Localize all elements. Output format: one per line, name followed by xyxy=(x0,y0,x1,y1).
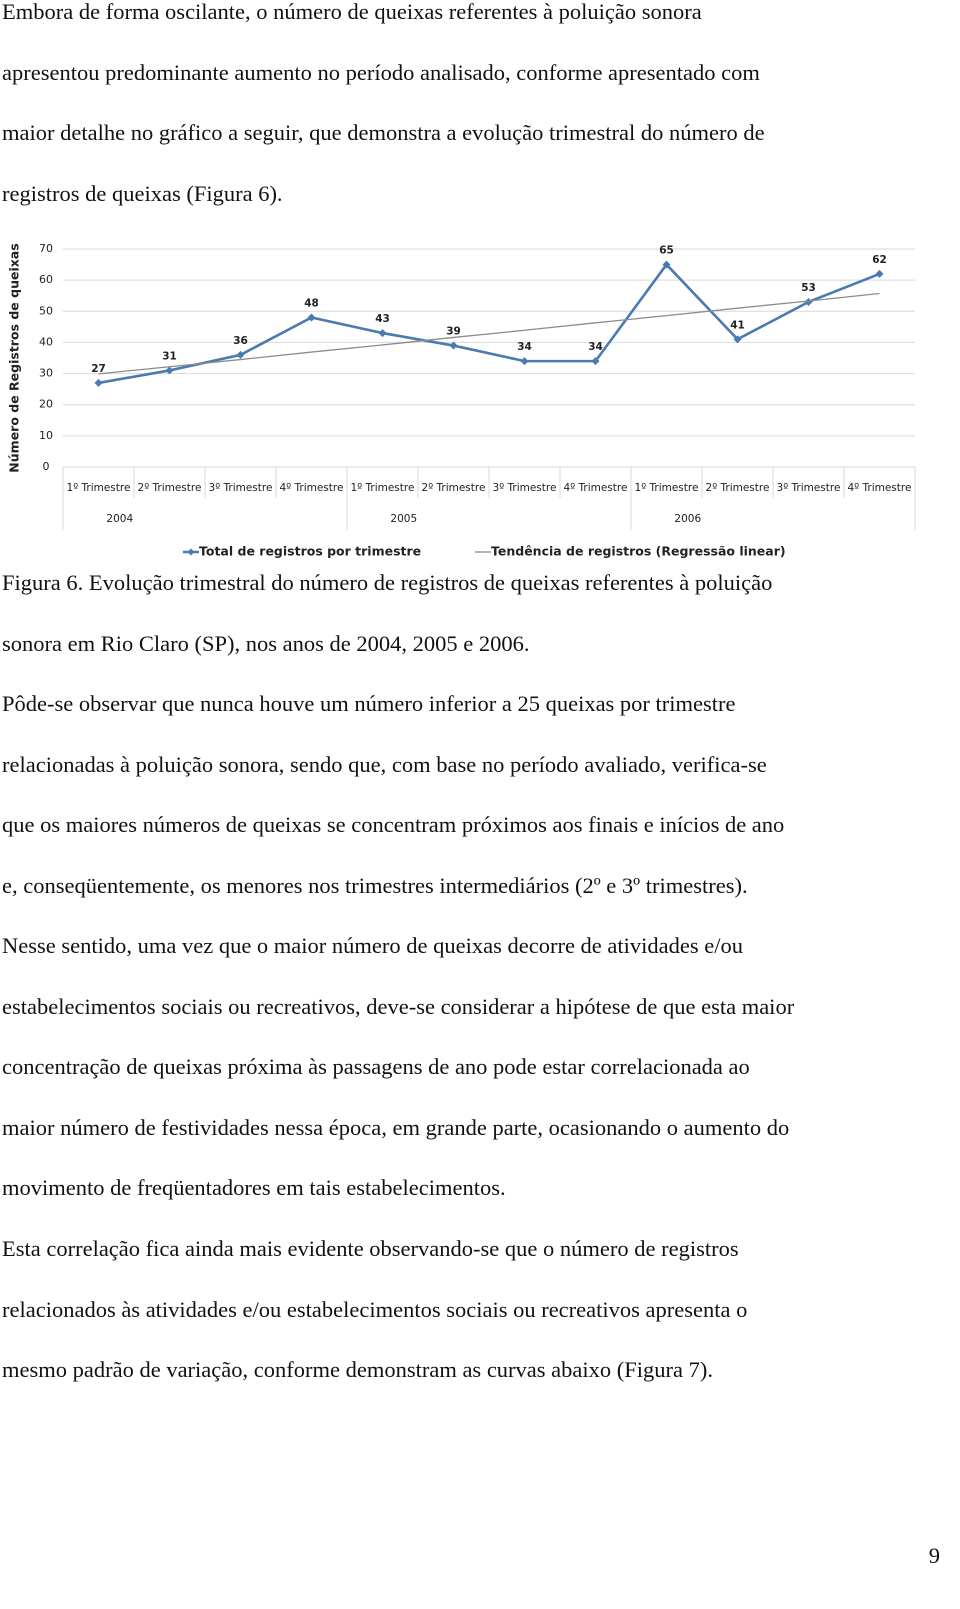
page-number: 9 xyxy=(928,1543,940,1568)
y-tick-label: 50 xyxy=(39,304,53,317)
paragraph-line: apresentou predominante aumento no perío… xyxy=(2,59,760,85)
legend-marker xyxy=(187,548,195,556)
data-point xyxy=(804,297,813,306)
x-tick-label: 4º Trimestre xyxy=(848,482,912,494)
data-point xyxy=(236,350,245,359)
x-tick-label: 2º Trimestre xyxy=(422,482,486,494)
paragraph-line: Nesse sentido, uma vez que o maior númer… xyxy=(2,933,743,958)
data-label: 34 xyxy=(588,341,603,353)
y-tick-label: 10 xyxy=(39,429,53,442)
x-tick-label: 3º Trimestre xyxy=(209,482,273,494)
series-line xyxy=(98,262,880,385)
legend-label: Tendência de registros (Regressão linear… xyxy=(491,544,786,559)
paragraph-line: relacionados às atividades e/ou estabele… xyxy=(2,1296,748,1322)
data-label: 41 xyxy=(730,319,745,331)
y-tick-label: 70 xyxy=(39,242,53,255)
data-label: 65 xyxy=(659,245,674,257)
legend-label: Total de registros por trimestre xyxy=(199,544,421,559)
data-label: 43 xyxy=(375,313,390,325)
x-tick-label: 1º Trimestre xyxy=(351,482,415,494)
paragraph-line: e, conseqüentemente, os menores nos trim… xyxy=(2,872,748,898)
data-point xyxy=(591,357,600,366)
x-group-label: 2005 xyxy=(390,513,417,525)
series-line xyxy=(98,292,880,375)
data-point xyxy=(449,341,458,350)
x-tick-label: 1º Trimestre xyxy=(635,482,699,494)
data-label: 36 xyxy=(233,335,248,347)
y-tick-label: 0 xyxy=(43,460,50,473)
data-point xyxy=(662,260,671,269)
x-tick-label: 2º Trimestre xyxy=(138,482,202,494)
paragraph-line: Pôde-se observar que nunca houve um núme… xyxy=(2,691,736,716)
data-point xyxy=(875,269,884,278)
data-label: 27 xyxy=(91,363,106,375)
paragraph-line: Esta correlação fica ainda mais evidente… xyxy=(2,1236,739,1261)
x-group-label: 2004 xyxy=(106,513,133,525)
data-label: 34 xyxy=(517,341,532,353)
data-label: 53 xyxy=(801,282,816,294)
paragraph-line: movimento de freqüentadores em tais esta… xyxy=(2,1175,506,1200)
data-label: 62 xyxy=(872,254,887,266)
x-tick-label: 4º Trimestre xyxy=(564,482,628,494)
paragraph-line: estabelecimentos sociais ou recreativos,… xyxy=(2,993,795,1019)
data-point xyxy=(165,366,174,375)
y-tick-label: 40 xyxy=(39,335,53,348)
y-axis-title: Número de Registros de queixas xyxy=(7,243,22,472)
y-tick-label: 60 xyxy=(39,273,53,286)
paragraph-line: mesmo padrão de variação, conforme demon… xyxy=(2,1357,713,1382)
figure-caption: Figura 6. Evolução trimestral do número … xyxy=(2,570,773,595)
paragraph-line: concentração de queixas próxima às passa… xyxy=(2,1054,750,1079)
y-tick-label: 30 xyxy=(39,367,53,380)
data-point xyxy=(307,313,316,322)
x-tick-label: 1º Trimestre xyxy=(67,482,131,494)
data-point xyxy=(733,335,742,344)
data-label: 31 xyxy=(162,350,177,362)
y-tick-label: 20 xyxy=(39,398,53,411)
data-point xyxy=(94,378,103,387)
chart: Número de Registros de queixas 0 10 20 30 40 5… xyxy=(7,242,916,559)
paragraph-line: relacionadas à poluição sonora, sendo qu… xyxy=(2,751,767,777)
data-point xyxy=(520,357,529,366)
paragraph-line: que os maiores números de queixas se con… xyxy=(2,812,785,837)
paragraph-line: registros de queixas (Figura 6). xyxy=(2,180,283,206)
data-label: 39 xyxy=(446,326,461,338)
figure-caption: sonora em Rio Claro (SP), nos anos de 20… xyxy=(2,630,530,656)
paragraph-line: maior detalhe no gráfico a seguir, que d… xyxy=(2,120,765,145)
x-tick-label: 3º Trimestre xyxy=(777,482,841,494)
x-tick-label: 4º Trimestre xyxy=(280,482,344,494)
data-label: 48 xyxy=(304,298,319,310)
paragraph-line: Embora de forma oscilante, o número de q… xyxy=(2,0,702,24)
x-tick-label: 2º Trimestre xyxy=(706,482,770,494)
data-point xyxy=(378,329,387,338)
x-tick-label: 3º Trimestre xyxy=(493,482,557,494)
x-group-label: 2006 xyxy=(674,513,701,525)
paragraph-line: maior número de festividades nessa época… xyxy=(2,1114,790,1140)
